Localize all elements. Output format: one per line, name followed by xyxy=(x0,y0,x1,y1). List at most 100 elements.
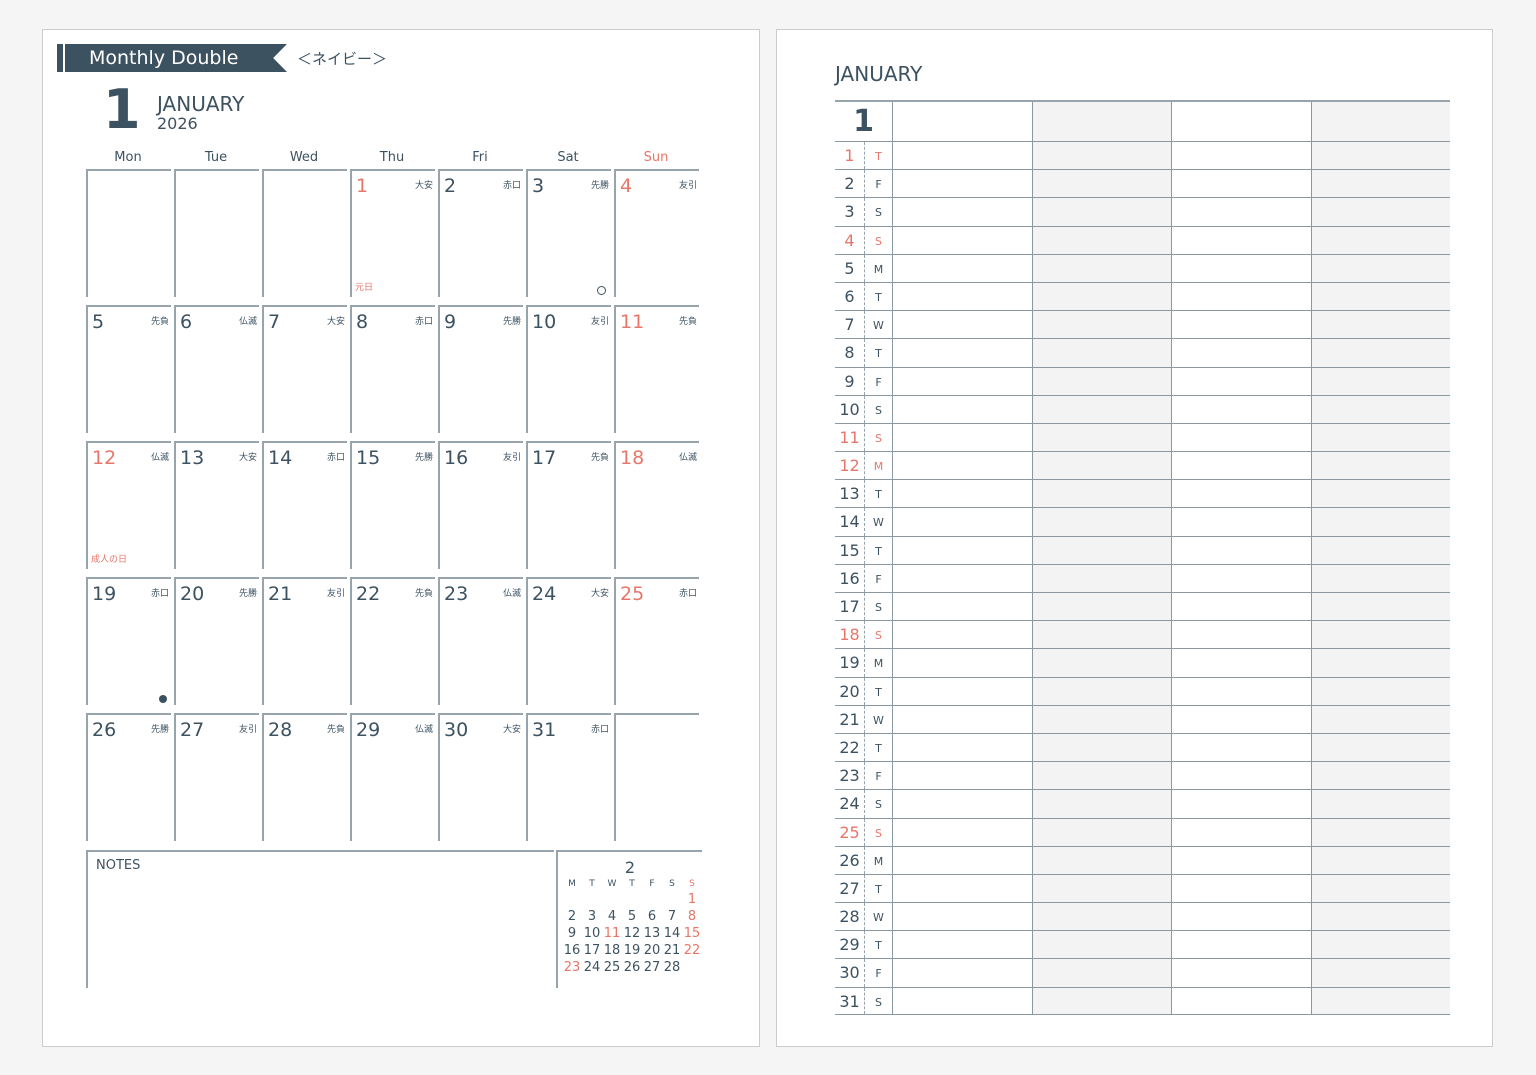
day-cell[interactable]: 16 友引 xyxy=(438,441,523,569)
day-row[interactable]: 10 S xyxy=(835,394,1450,423)
entry-cell[interactable] xyxy=(892,987,1032,1014)
day-cell[interactable]: 21 友引 xyxy=(262,577,347,705)
entry-cell[interactable] xyxy=(1031,480,1171,508)
entry-cell[interactable] xyxy=(892,903,1032,931)
entry-cell[interactable] xyxy=(1171,959,1311,987)
entry-cell[interactable] xyxy=(892,846,1032,874)
entry-cell[interactable] xyxy=(1031,198,1171,226)
entry-cell[interactable] xyxy=(1031,987,1171,1014)
entry-cell[interactable] xyxy=(1171,677,1311,705)
entry-cell[interactable] xyxy=(1031,508,1171,536)
entry-cell[interactable] xyxy=(1031,649,1171,677)
day-row[interactable]: 31 S xyxy=(835,986,1450,1015)
entry-cell[interactable] xyxy=(1171,536,1311,564)
day-row[interactable]: 17 S xyxy=(835,592,1450,621)
entry-cell[interactable] xyxy=(1310,621,1450,649)
entry-cell[interactable] xyxy=(1171,226,1311,254)
day-row[interactable]: 21 W xyxy=(835,704,1450,733)
entry-cell[interactable] xyxy=(1031,452,1171,480)
entry-cell[interactable] xyxy=(892,621,1032,649)
entry-cell[interactable] xyxy=(1031,339,1171,367)
entry-cell[interactable] xyxy=(1171,846,1311,874)
entry-cell[interactable] xyxy=(1171,311,1311,339)
day-row[interactable]: 24 S xyxy=(835,789,1450,818)
entry-cell[interactable] xyxy=(1031,564,1171,592)
entry-cell[interactable] xyxy=(1310,931,1450,959)
entry-cell[interactable] xyxy=(1310,733,1450,762)
entry-cell[interactable] xyxy=(1310,959,1450,987)
entry-cell[interactable] xyxy=(1031,931,1171,959)
day-cell[interactable]: 11 先負 xyxy=(614,305,699,433)
day-cell[interactable]: 10 友引 xyxy=(526,305,611,433)
day-row[interactable]: 15 T xyxy=(835,535,1450,564)
entry-cell[interactable] xyxy=(1031,395,1171,423)
day-row[interactable]: 18 S xyxy=(835,620,1450,649)
entry-cell[interactable] xyxy=(1031,733,1171,762)
day-cell[interactable]: 26 先勝 xyxy=(86,713,171,841)
entry-cell[interactable] xyxy=(1171,733,1311,762)
entry-cell[interactable] xyxy=(1171,987,1311,1014)
entry-cell[interactable] xyxy=(1171,254,1311,282)
entry-cell[interactable] xyxy=(892,818,1032,846)
entry-cell[interactable] xyxy=(892,959,1032,987)
entry-cell[interactable] xyxy=(1310,536,1450,564)
day-cell[interactable]: 18 仏滅 xyxy=(614,441,699,569)
entry-cell[interactable] xyxy=(892,931,1032,959)
day-cell[interactable]: 30 大安 xyxy=(438,713,523,841)
entry-cell[interactable] xyxy=(1031,846,1171,874)
entry-cell[interactable] xyxy=(1031,621,1171,649)
entry-cell[interactable] xyxy=(1310,818,1450,846)
entry-cell[interactable] xyxy=(1171,508,1311,536)
day-row[interactable]: 29 T xyxy=(835,930,1450,959)
entry-cell[interactable] xyxy=(1171,564,1311,592)
day-cell[interactable]: 6 仏滅 xyxy=(174,305,259,433)
entry-cell[interactable] xyxy=(892,733,1032,762)
day-row[interactable]: 27 T xyxy=(835,873,1450,903)
day-cell[interactable]: 14 赤口 xyxy=(262,441,347,569)
day-row[interactable]: 14 W xyxy=(835,507,1450,536)
entry-cell[interactable] xyxy=(1310,790,1450,818)
entry-cell[interactable] xyxy=(1171,367,1311,395)
entry-cell[interactable] xyxy=(1031,874,1171,903)
day-cell[interactable]: 24 大安 xyxy=(526,577,611,705)
entry-cell[interactable] xyxy=(1171,198,1311,226)
entry-cell[interactable] xyxy=(1031,311,1171,339)
day-row[interactable]: 25 S xyxy=(835,817,1450,846)
day-cell[interactable]: 25 赤口 xyxy=(614,577,699,705)
entry-cell[interactable] xyxy=(1171,621,1311,649)
day-cell[interactable]: 3 先勝 xyxy=(526,169,611,297)
entry-cell[interactable] xyxy=(892,423,1032,452)
notes-area[interactable]: NOTES xyxy=(86,850,554,988)
entry-cell[interactable] xyxy=(1031,367,1171,395)
day-cell[interactable] xyxy=(262,169,347,297)
entry-cell[interactable] xyxy=(1310,846,1450,874)
entry-cell[interactable] xyxy=(1031,254,1171,282)
day-row[interactable]: 16 F xyxy=(835,563,1450,592)
entry-cell[interactable] xyxy=(1171,762,1311,790)
entry-cell[interactable] xyxy=(1031,226,1171,254)
entry-cell[interactable] xyxy=(892,311,1032,339)
entry-cell[interactable] xyxy=(892,452,1032,480)
entry-cell[interactable] xyxy=(1031,170,1171,198)
day-row[interactable]: 12 M xyxy=(835,451,1450,480)
entry-cell[interactable] xyxy=(1310,480,1450,508)
entry-cell[interactable] xyxy=(892,254,1032,282)
entry-cell[interactable] xyxy=(1310,903,1450,931)
day-cell[interactable]: 8 赤口 xyxy=(350,305,435,433)
entry-cell[interactable] xyxy=(1310,987,1450,1014)
entry-cell[interactable] xyxy=(1310,254,1450,282)
entry-cell[interactable] xyxy=(1171,142,1311,170)
entry-cell[interactable] xyxy=(1310,508,1450,536)
day-cell[interactable] xyxy=(174,169,259,297)
entry-cell[interactable] xyxy=(1310,423,1450,452)
entry-cell[interactable] xyxy=(1310,282,1450,311)
day-row[interactable]: 22 T xyxy=(835,732,1450,762)
entry-cell[interactable] xyxy=(892,170,1032,198)
day-row[interactable]: 13 T xyxy=(835,479,1450,508)
entry-cell[interactable] xyxy=(1031,903,1171,931)
day-cell[interactable]: 5 先負 xyxy=(86,305,171,433)
